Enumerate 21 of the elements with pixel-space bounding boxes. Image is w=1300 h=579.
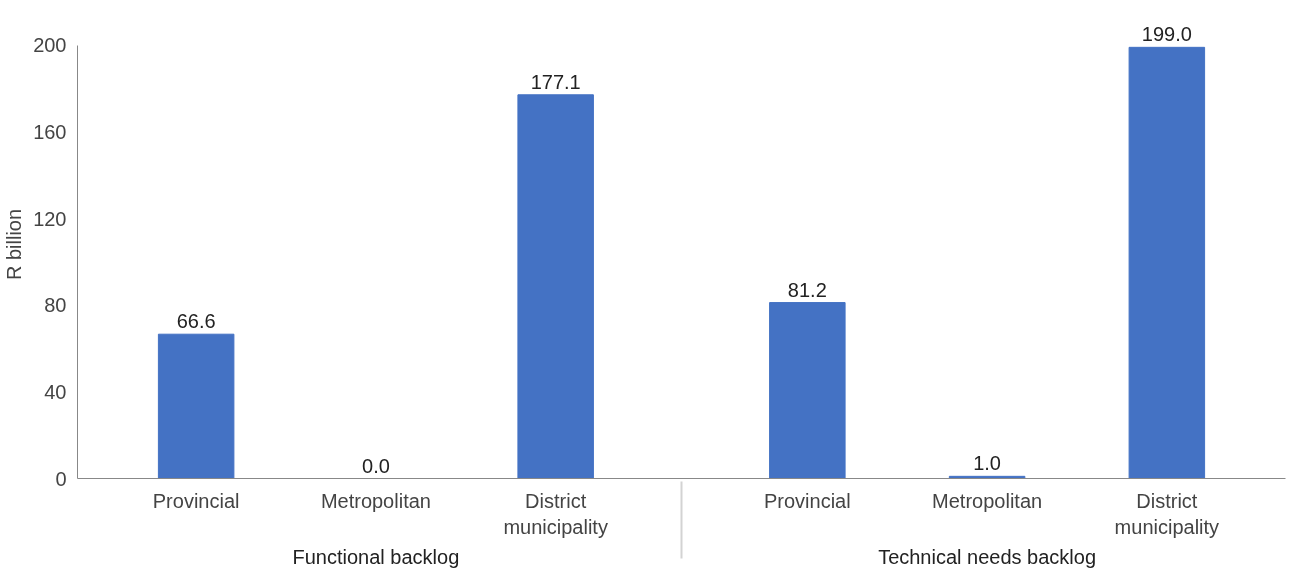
- y-tick-label: 80: [44, 294, 67, 317]
- y-axis-title: R billion: [3, 208, 26, 281]
- y-tick-label: 160: [33, 120, 67, 143]
- text: Technical needs backlog: [878, 545, 1097, 568]
- data-label: 199.0: [1141, 23, 1192, 46]
- x-tick-label: District municipality: [1114, 489, 1220, 538]
- x-tick-label: District municipality: [503, 489, 608, 538]
- data-label: 0.0: [362, 454, 390, 477]
- x-tick-label: Provincial: [763, 489, 851, 512]
- y-tick-label: 40: [44, 380, 67, 403]
- x-tick-label: Metropolitan: [320, 489, 431, 512]
- x-tick-label: Metropolitan: [932, 489, 1043, 512]
- x-tick-label: Provincial: [152, 489, 240, 512]
- y-tick-label: 0: [55, 467, 67, 490]
- data-label: 177.1: [530, 70, 581, 93]
- data-label: 66.6: [176, 310, 216, 333]
- y-tick-label: 200: [33, 34, 67, 57]
- y-tick-label: 120: [33, 207, 67, 230]
- data-label: 1.0: [973, 452, 1002, 475]
- text: Functional backlog: [292, 545, 460, 568]
- data-label: 81.2: [787, 278, 827, 301]
